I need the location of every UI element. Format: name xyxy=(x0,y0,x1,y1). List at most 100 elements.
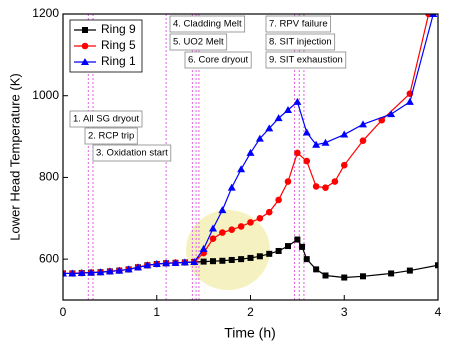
legend-label: Ring 5 xyxy=(101,38,136,52)
data-point xyxy=(237,223,245,230)
event-box xyxy=(265,51,347,69)
data-point xyxy=(265,124,274,132)
data-point xyxy=(340,130,349,138)
data-point xyxy=(200,258,207,265)
data-point xyxy=(321,138,330,146)
data-point xyxy=(246,148,255,156)
data-point xyxy=(274,114,283,122)
data-point xyxy=(124,265,133,273)
event-box xyxy=(169,33,228,51)
data-point xyxy=(68,269,77,277)
x-tick-label: 4 xyxy=(435,305,442,319)
data-point xyxy=(266,250,273,257)
data-point xyxy=(299,243,306,250)
highlight-circle xyxy=(186,210,270,290)
data-point xyxy=(256,214,264,222)
plot-area xyxy=(63,14,438,300)
data-point xyxy=(134,263,142,271)
data-point xyxy=(341,274,348,281)
legend-label: Ring 9 xyxy=(101,22,136,36)
data-point xyxy=(303,256,310,263)
data-point xyxy=(105,267,114,275)
legend-marker xyxy=(82,27,88,33)
event-box xyxy=(265,33,336,51)
data-point xyxy=(265,208,273,216)
x-tick-label: 2 xyxy=(247,305,254,319)
data-point xyxy=(237,165,246,173)
data-point xyxy=(219,257,226,264)
data-point xyxy=(312,183,320,190)
data-point xyxy=(312,140,321,148)
y-tick-label: 600 xyxy=(39,251,59,265)
event-box xyxy=(265,15,332,33)
data-point xyxy=(284,106,292,114)
data-point xyxy=(247,219,254,226)
data-point xyxy=(190,258,199,266)
data-point xyxy=(293,97,302,105)
data-point xyxy=(227,183,236,191)
x-tick-label: 1 xyxy=(153,305,160,319)
data-point xyxy=(302,128,311,136)
data-point xyxy=(285,243,291,250)
event-label: 7. RPV failure xyxy=(269,19,328,30)
data-point xyxy=(219,229,226,236)
event-box xyxy=(184,51,252,69)
data-point xyxy=(388,270,395,277)
data-point xyxy=(209,224,217,232)
data-point xyxy=(294,236,301,243)
event-label: 9. SIT exhaustion xyxy=(269,55,343,66)
data-point xyxy=(387,110,396,118)
data-point xyxy=(247,254,254,261)
x-tick-label: 0 xyxy=(60,305,67,319)
data-point xyxy=(359,137,367,144)
event-box xyxy=(69,110,143,128)
data-point xyxy=(313,266,320,273)
series-line xyxy=(63,14,434,275)
data-point xyxy=(63,269,67,277)
data-point xyxy=(210,258,216,265)
data-point xyxy=(275,196,282,204)
legend-label: Ring 1 xyxy=(101,54,136,68)
data-point xyxy=(171,258,180,266)
event-label: 5. UO2 Melt xyxy=(173,37,224,48)
data-point xyxy=(406,267,413,274)
event-label: 3. Oxidation start xyxy=(96,148,168,159)
x-axis-label: Time (h) xyxy=(224,325,276,341)
data-point xyxy=(322,272,329,279)
event-box xyxy=(169,15,246,33)
data-point xyxy=(331,178,339,185)
data-point xyxy=(303,157,311,165)
data-point xyxy=(359,120,367,128)
data-point xyxy=(340,161,348,169)
data-point xyxy=(238,256,245,263)
data-point xyxy=(322,184,329,191)
event-box xyxy=(84,127,138,145)
data-point xyxy=(429,14,438,17)
data-point xyxy=(115,266,124,274)
legend-marker xyxy=(81,58,89,65)
data-point xyxy=(256,253,263,260)
y-axis-label: Lower Head Temperature (K) xyxy=(7,73,22,240)
event-box xyxy=(92,144,172,162)
data-point xyxy=(143,261,152,269)
event-label: 4. Cladding Melt xyxy=(173,19,242,30)
data-point xyxy=(87,268,96,276)
data-point xyxy=(152,260,161,268)
y-tick-label: 1000 xyxy=(32,88,59,102)
data-point xyxy=(228,226,236,234)
data-point xyxy=(77,269,86,277)
x-tick-label: 3 xyxy=(341,305,348,319)
event-label: 1. All SG dryout xyxy=(73,114,139,125)
data-point xyxy=(209,235,217,243)
data-point xyxy=(199,244,208,252)
data-point xyxy=(255,134,264,142)
y-tick-label: 1200 xyxy=(32,6,59,20)
y-tick-label: 800 xyxy=(39,170,59,184)
event-label: 2. RCP trip xyxy=(88,131,134,142)
data-point xyxy=(284,178,292,185)
data-point xyxy=(180,258,189,266)
data-point xyxy=(435,262,438,269)
event-label: 6. Core dryout xyxy=(188,55,249,66)
